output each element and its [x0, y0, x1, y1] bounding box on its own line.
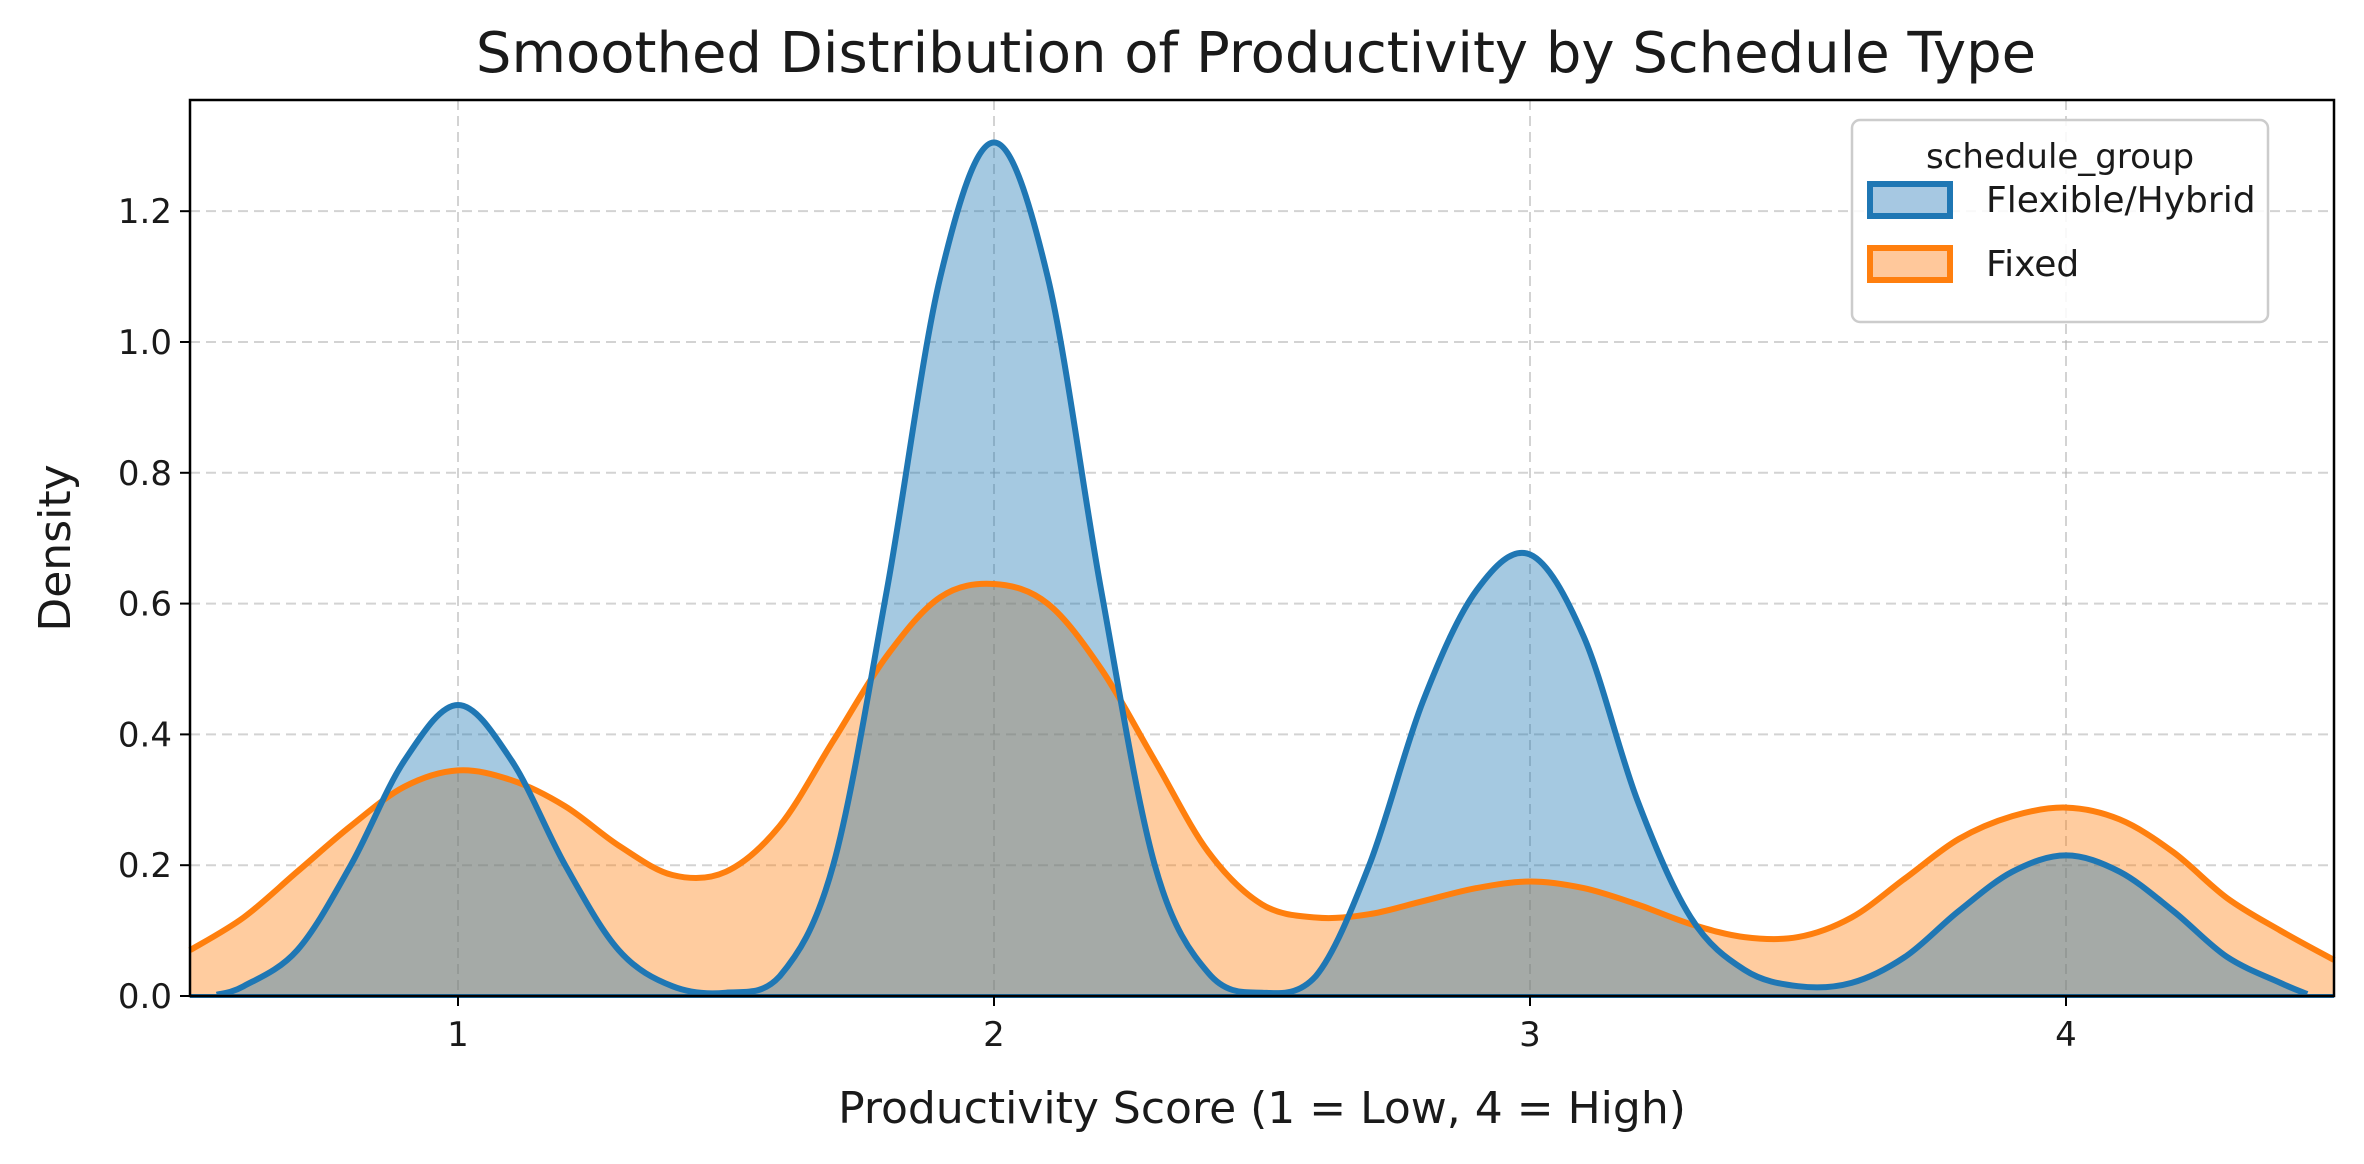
y-axis-label: Density	[30, 464, 81, 631]
x-tick-label: 2	[983, 1015, 1005, 1055]
y-tick-label: 1.2	[118, 192, 172, 232]
plot-frame	[188, 98, 2336, 998]
legend-box	[1850, 118, 2270, 324]
legend-swatch-flexible-hybrid	[1867, 181, 1953, 219]
density-area-flexible-hybrid	[216, 142, 2308, 996]
legend-title: schedule_group	[1926, 137, 2194, 177]
x-tick-label: 1	[447, 1015, 469, 1055]
y-tick-label: 0.0	[118, 977, 172, 1017]
chart-title: Smoothed Distribution of Productivity by…	[476, 21, 2036, 86]
y-tick-label: 0.6	[118, 585, 172, 625]
x-tick-label: 4	[2055, 1015, 2077, 1055]
x-tick-label: 3	[1519, 1015, 1541, 1055]
density-area-fixed	[190, 583, 2334, 996]
x-axis-ticks: 1 2 3 4	[447, 996, 2077, 1055]
density-line-fixed	[188, 580, 2336, 963]
y-axis-ticks: 0.0 0.2 0.4 0.6 0.8 1.0 1.2	[118, 192, 190, 1017]
legend-swatch-fixed	[1867, 245, 1953, 283]
legend-items: Flexible/Hybrid Fixed	[1867, 180, 2256, 285]
legend: schedule_group Flexible/Hybrid Fixed	[1850, 118, 2270, 324]
plot-areas	[190, 142, 2334, 996]
x-axis-label: Productivity Score (1 = Low, 4 = High)	[838, 1083, 1686, 1134]
legend-label-fixed: Fixed	[1986, 244, 2079, 285]
density-line-flexible-hybrid	[215, 139, 2309, 998]
legend-label-flexible-hybrid: Flexible/Hybrid	[1986, 180, 2256, 221]
y-tick-label: 0.2	[118, 846, 172, 886]
y-tick-label: 0.8	[118, 454, 172, 494]
y-tick-label: 0.4	[118, 715, 172, 755]
y-tick-label: 1.0	[118, 323, 172, 363]
